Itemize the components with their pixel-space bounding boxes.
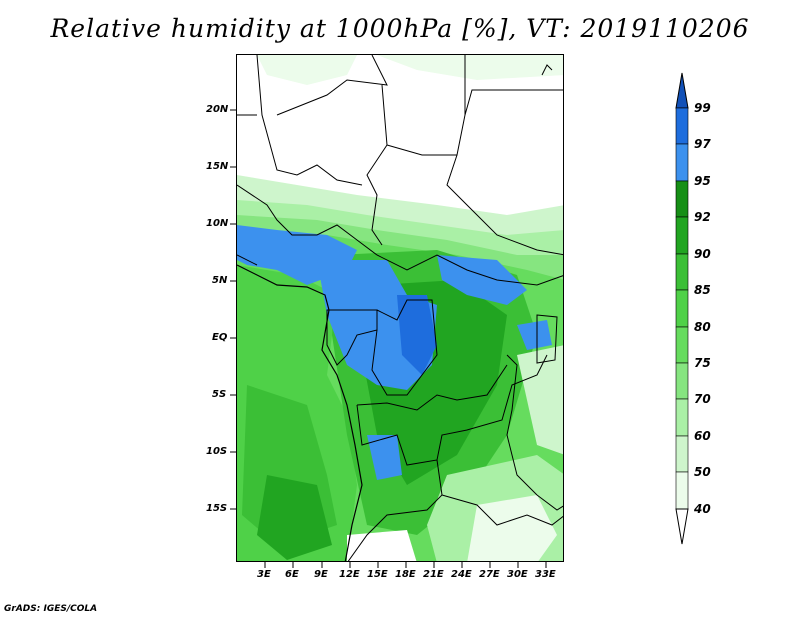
humid-core (367, 435, 402, 480)
humidity-patch (377, 55, 563, 80)
border-line (446, 154, 563, 256)
colorbar-level-label: 99 (694, 101, 711, 115)
border-line (366, 84, 388, 246)
footer-credit: GrADS: IGES/COLA (4, 604, 98, 614)
lat-tick-label: 15S (206, 503, 228, 514)
lat-tick-label: 15N (206, 161, 229, 172)
border-line (276, 55, 388, 116)
lon-tick-label: 9E (314, 569, 328, 580)
country-borders (237, 55, 563, 561)
colorbar-level-label: 85 (694, 283, 711, 297)
lon-tick-label: 30E (507, 569, 528, 580)
colorbar-level-label: 80 (694, 320, 711, 334)
border-line (326, 309, 378, 366)
colorbar-swatch-80-85 (675, 289, 689, 328)
border-line (541, 64, 553, 76)
border-line (356, 364, 508, 411)
coastline (237, 264, 363, 561)
border-line (356, 354, 548, 466)
ocean-humidity (257, 475, 332, 560)
border-line (237, 184, 563, 286)
colorbar-level-label: 92 (694, 210, 711, 224)
colorbar-level-label: 90 (694, 247, 711, 261)
land-humidity (467, 495, 557, 561)
colorbar-swatch-85-90 (675, 253, 689, 291)
lon-tick-label: 18E (395, 569, 416, 580)
colorbar-level-label: 75 (694, 356, 711, 370)
colorbar-level-label: 40 (694, 502, 711, 516)
humid-core (517, 320, 552, 350)
lon-tick-label: 24E (451, 569, 472, 580)
lat-tick-label: 10N (206, 218, 229, 229)
lon-tick-label: 15E (367, 569, 388, 580)
border-line (464, 89, 563, 116)
lat-tick-label: 5N (212, 275, 228, 286)
humid-core (437, 255, 527, 305)
dry-region (347, 530, 417, 561)
lon-tick-label: 33E (535, 569, 556, 580)
humidity-field (237, 55, 563, 561)
lon-tick-label: 6E (285, 569, 299, 580)
colorbar-swatch-50-60 (675, 435, 689, 473)
colorbar-level-label: 95 (694, 174, 711, 188)
lat-tick-label: 10S (206, 446, 228, 457)
border-line (347, 459, 443, 561)
land-humidity (517, 345, 563, 455)
colorbar-swatch-92-95 (675, 180, 689, 218)
humidity-patch (257, 55, 357, 85)
colorbar-level-label: 70 (694, 392, 711, 406)
colorbar-swatch-40-50 (675, 471, 689, 510)
colorbar-level-label: 97 (694, 137, 711, 151)
lat-tick-label: EQ (212, 332, 228, 343)
map-plot-area (236, 54, 564, 562)
lat-tick-label: 5S (212, 389, 227, 400)
page-title: Relative humidity at 1000hPa [%], VT: 20… (50, 14, 750, 43)
colorbar-level-label: 60 (694, 429, 711, 443)
lon-tick-label: 3E (257, 569, 271, 580)
colorbar-swatch-60-70 (675, 398, 689, 437)
lon-tick-label: 12E (339, 569, 360, 580)
humid-core (397, 295, 437, 375)
colorbar-swatch-95-97 (675, 143, 689, 182)
lon-tick-label: 27E (479, 569, 500, 580)
border-line (441, 494, 563, 526)
colorbar-bottom-arrow (675, 508, 689, 545)
border-line (536, 314, 558, 364)
colorbar-swatch-97-99 (675, 107, 689, 145)
lat-tick-label: 20N (206, 104, 229, 115)
colorbar-level-label: 50 (694, 465, 711, 479)
border-line (256, 55, 363, 186)
border-line (237, 114, 258, 266)
lon-tick-label: 21E (423, 569, 444, 580)
colorbar-top-arrow (675, 72, 689, 109)
colorbar-swatch-70-75 (675, 362, 689, 400)
border-line (506, 354, 563, 511)
colorbar-swatch-90-92 (675, 216, 689, 255)
colorbar-swatch-75-80 (675, 326, 689, 364)
border-line (371, 299, 438, 396)
